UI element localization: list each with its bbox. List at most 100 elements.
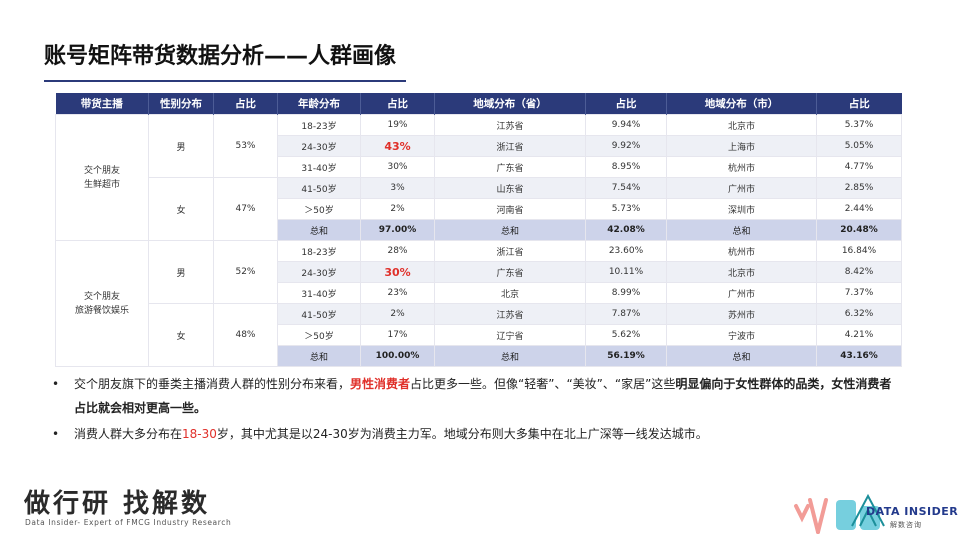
- province-pct-cell: 7.87%: [585, 303, 667, 325]
- bullet-item: • 消费人群大多分布在18-30岁，其中尤其是以24-30岁为消费主力军。地域分…: [52, 422, 902, 446]
- age-pct-cell-highlight: 30%: [360, 261, 435, 283]
- city-cell: 广州市: [666, 282, 817, 304]
- age-pct-cell: 2%: [360, 303, 435, 325]
- province-cell: 广东省: [434, 261, 586, 283]
- city-cell: 北京市: [666, 114, 817, 136]
- province-cell: 北京: [434, 282, 586, 304]
- age-cell: 41-50岁: [277, 303, 361, 325]
- city-pct-cell: 5.37%: [816, 114, 902, 136]
- table-header-row: 带货主播 性别分布 占比 年龄分布 占比 地域分布（省） 占比 地域分布（市） …: [55, 93, 902, 115]
- table-row: 31-40岁 23% 北京 8.99% 广州市 7.37%: [56, 282, 902, 304]
- brand-name: DATA INSIDER: [866, 505, 959, 518]
- city-cell: 广州市: [666, 177, 817, 199]
- gender-cell: 男: [148, 114, 214, 178]
- total-label: 总和: [666, 219, 817, 241]
- header-age-pct: 占比: [360, 93, 435, 115]
- age-cell: 31-40岁: [277, 156, 361, 178]
- table-row: 女 47% 41-50岁 3% 山东省 7.54% 广州市 2.85%: [56, 177, 902, 241]
- bullet-text: 岁，其中尤其是以24-30岁为消费主力军。地域分布则大多集中在北上广深等一线发达…: [216, 427, 708, 441]
- city-pct-cell: 5.05%: [816, 135, 902, 157]
- bullet-dot-icon: •: [52, 427, 60, 441]
- bullet-text: 占比更多一些。但像“轻奢”、“美妆”、“家居”这些: [410, 377, 676, 391]
- total-label: 总和: [277, 219, 361, 241]
- age-pct-cell: 28%: [360, 240, 435, 262]
- age-cell: 41-50岁: [277, 177, 361, 199]
- table-row: 女 48% 41-50岁 2% 江苏省 7.87% 苏州市 6.32%: [56, 303, 902, 367]
- table-row: 交个朋友 生鲜超市 男 53% 18-23岁 19% 江苏省 9.94% 北京市…: [55, 114, 902, 241]
- brand-subtitle: 解数咨询: [890, 521, 922, 529]
- city-cell: 杭州市: [666, 240, 817, 262]
- header-province: 地域分布（省）: [434, 93, 586, 115]
- gender-cell: 女: [148, 303, 214, 367]
- city-cell: 苏州市: [666, 303, 817, 325]
- age-pct-cell: 23%: [360, 282, 435, 304]
- gender-cell: 女: [148, 177, 214, 241]
- city-cell: 北京市: [666, 261, 817, 283]
- table-row: ＞50岁 17% 辽宁省 5.62% 宁波市 4.21%: [56, 324, 902, 346]
- total-city-pct: 20.48%: [816, 219, 902, 241]
- province-pct-cell: 23.60%: [585, 240, 667, 262]
- age-pct-cell: 3%: [360, 177, 435, 199]
- header-city: 地域分布（市）: [666, 93, 817, 115]
- bullet-dot-icon: •: [52, 377, 60, 391]
- city-pct-cell: 7.37%: [816, 282, 902, 304]
- province-pct-cell: 5.73%: [585, 198, 667, 220]
- province-cell: 江苏省: [434, 114, 586, 136]
- header-anchor: 带货主播: [55, 93, 149, 115]
- anchor-cell: 交个朋友 生鲜超市: [55, 114, 149, 241]
- age-cell: 31-40岁: [277, 282, 361, 304]
- header-age: 年龄分布: [277, 93, 361, 115]
- province-cell: 山东省: [434, 177, 586, 199]
- anchor-cell: 交个朋友 旅游餐饮娱乐: [55, 240, 149, 367]
- city-cell: 深圳市: [666, 198, 817, 220]
- age-cell: 18-23岁: [277, 114, 361, 136]
- province-cell: 浙江省: [434, 135, 586, 157]
- gender-pct-cell: 53%: [213, 114, 278, 178]
- header-province-pct: 占比: [585, 93, 667, 115]
- footer-slogan: 做行研 找解数: [24, 489, 211, 519]
- age-cell: 18-23岁: [277, 240, 361, 262]
- data-insider-logo-icon: [851, 493, 885, 527]
- age-pct-cell: 19%: [360, 114, 435, 136]
- header-city-pct: 占比: [816, 93, 902, 115]
- age-pct-cell: 2%: [360, 198, 435, 220]
- age-cell: 24-30岁: [277, 261, 361, 283]
- city-pct-cell: 16.84%: [816, 240, 902, 262]
- age-cell: ＞50岁: [277, 324, 361, 346]
- total-row: 总和 100.00% 总和 56.19% 总和 43.16%: [56, 345, 902, 367]
- city-pct-cell: 4.77%: [816, 156, 902, 178]
- province-cell: 河南省: [434, 198, 586, 220]
- age-pct-cell: 17%: [360, 324, 435, 346]
- bullet-highlight: 男性消费者: [350, 377, 411, 391]
- city-cell: 上海市: [666, 135, 817, 157]
- city-pct-cell: 2.44%: [816, 198, 902, 220]
- province-pct-cell: 9.94%: [585, 114, 667, 136]
- province-cell: 江苏省: [434, 303, 586, 325]
- total-age-pct: 100.00%: [360, 345, 435, 367]
- province-cell: 辽宁省: [434, 324, 586, 346]
- title-underline: [44, 80, 406, 82]
- total-province-pct: 56.19%: [585, 345, 667, 367]
- city-pct-cell: 6.32%: [816, 303, 902, 325]
- total-label: 总和: [434, 345, 586, 367]
- bullet-item: • 交个朋友旗下的垂类主播消费人群的性别分布来看，男性消费者占比更多一些。但像“…: [52, 372, 902, 420]
- city-pct-cell: 4.21%: [816, 324, 902, 346]
- total-city-pct: 43.16%: [816, 345, 902, 367]
- gender-cell: 男: [148, 240, 214, 304]
- header-gender: 性别分布: [148, 93, 214, 115]
- insight-bullets: • 交个朋友旗下的垂类主播消费人群的性别分布来看，男性消费者占比更多一些。但像“…: [52, 372, 902, 446]
- total-age-pct: 97.00%: [360, 219, 435, 241]
- total-label: 总和: [666, 345, 817, 367]
- total-row: 总和 97.00% 总和 42.08% 总和 20.48%: [56, 219, 902, 241]
- city-pct-cell: 8.42%: [816, 261, 902, 283]
- total-province-pct: 42.08%: [585, 219, 667, 241]
- bullet-highlight: 18-30: [182, 427, 217, 441]
- age-pct-highlight: 30%: [384, 265, 411, 279]
- bullet-bold-text: 明显偏向于女性群体的品类，女性消费者占比就会相对更高一些。: [74, 377, 892, 415]
- province-pct-cell: 7.54%: [585, 177, 667, 199]
- age-cell: ＞50岁: [277, 198, 361, 220]
- gender-pct-cell: 52%: [213, 240, 278, 304]
- age-pct-cell: 30%: [360, 156, 435, 178]
- gender-pct-cell: 48%: [213, 303, 278, 367]
- age-pct-highlight: 43%: [384, 139, 411, 153]
